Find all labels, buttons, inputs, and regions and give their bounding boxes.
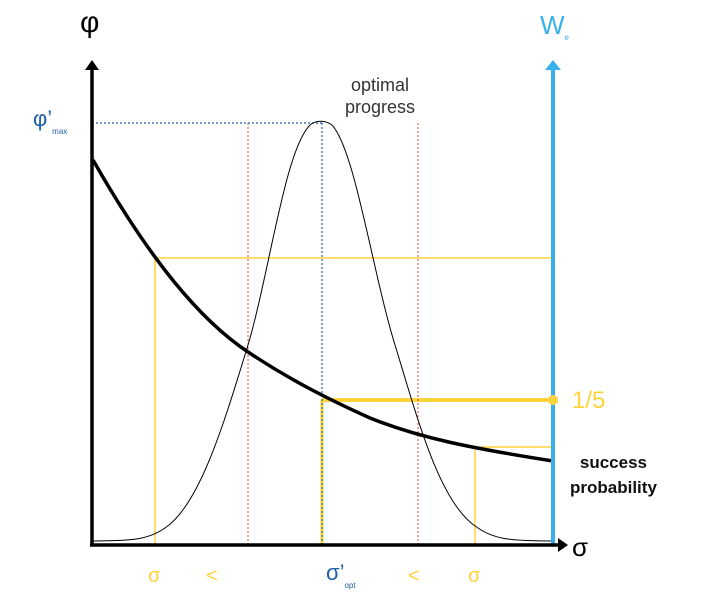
x-axis-label: σ [572, 532, 589, 562]
tick-sigma-small: σ [148, 565, 161, 587]
phi-max-label-main: φ’ [33, 106, 53, 131]
one-fifth-marker [548, 395, 558, 405]
tick-sigma-large: σ [468, 565, 481, 587]
yellow-guides [154, 257, 553, 545]
tick-sigma-opt: σ’opt [326, 562, 356, 590]
blue-dotted-guides [92, 122, 323, 545]
success-probability-curve [91, 159, 554, 463]
tick-less-right: < [408, 565, 420, 587]
tick-sigma-opt-main: σ’ [326, 560, 345, 585]
right-axis-label: We [540, 12, 569, 42]
red-dotted-guides [247, 123, 419, 545]
tick-less-left: < [206, 565, 218, 587]
phi-max-label: φ’max [33, 108, 67, 136]
optimal-progress-line1: optimal [351, 75, 410, 95]
phi-max-label-subscript: max [52, 127, 68, 136]
x-axis-arrow-icon [558, 538, 568, 552]
one-fifth-label: 1/5 [572, 387, 606, 414]
right-axis-label-main: W [540, 10, 565, 40]
right-axis-label-subscript: e [564, 33, 569, 42]
optimal-progress-line2: progress [345, 97, 416, 117]
optimal-progress-label: optimal progress [345, 74, 415, 118]
y-axis-arrow-icon [85, 60, 99, 70]
success-label-line1: success [579, 453, 648, 472]
y-axis-label: φ [80, 6, 100, 39]
progress-bell-curve [91, 120, 554, 542]
tick-sigma-opt-subscript: opt [344, 581, 356, 590]
success-label-line2: probability [570, 478, 657, 497]
success-probability-label: success probability [570, 450, 657, 500]
right-axis-arrow-icon [545, 60, 561, 70]
